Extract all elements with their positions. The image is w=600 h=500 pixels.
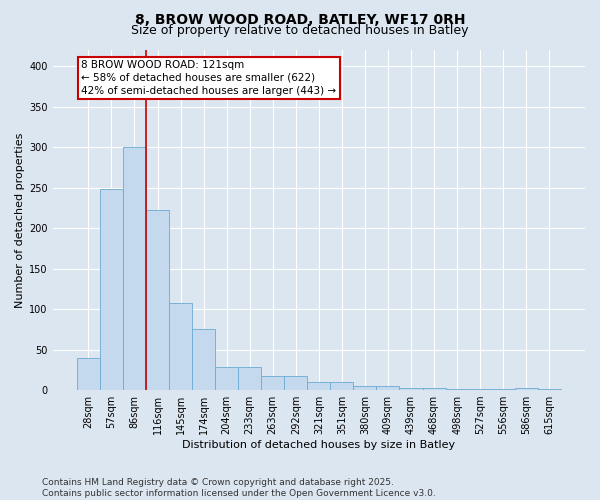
Y-axis label: Number of detached properties: Number of detached properties — [15, 132, 25, 308]
Bar — [284, 376, 307, 390]
Text: 8, BROW WOOD ROAD, BATLEY, WF17 0RH: 8, BROW WOOD ROAD, BATLEY, WF17 0RH — [135, 12, 465, 26]
Text: Size of property relative to detached houses in Batley: Size of property relative to detached ho… — [131, 24, 469, 37]
Bar — [238, 366, 261, 390]
Bar — [100, 190, 123, 390]
Bar — [215, 368, 238, 390]
Bar — [422, 388, 446, 390]
Bar — [123, 147, 146, 390]
Bar — [169, 304, 192, 390]
Text: Contains HM Land Registry data © Crown copyright and database right 2025.
Contai: Contains HM Land Registry data © Crown c… — [42, 478, 436, 498]
Bar — [515, 388, 538, 390]
Bar — [192, 330, 215, 390]
Bar — [307, 382, 331, 390]
Bar — [261, 376, 284, 390]
Text: 8 BROW WOOD ROAD: 121sqm
← 58% of detached houses are smaller (622)
42% of semi-: 8 BROW WOOD ROAD: 121sqm ← 58% of detach… — [82, 60, 337, 96]
Bar — [331, 382, 353, 390]
Bar — [353, 386, 376, 390]
Bar — [400, 388, 422, 390]
Bar — [376, 386, 400, 390]
Bar — [77, 358, 100, 390]
Bar — [146, 210, 169, 390]
X-axis label: Distribution of detached houses by size in Batley: Distribution of detached houses by size … — [182, 440, 455, 450]
